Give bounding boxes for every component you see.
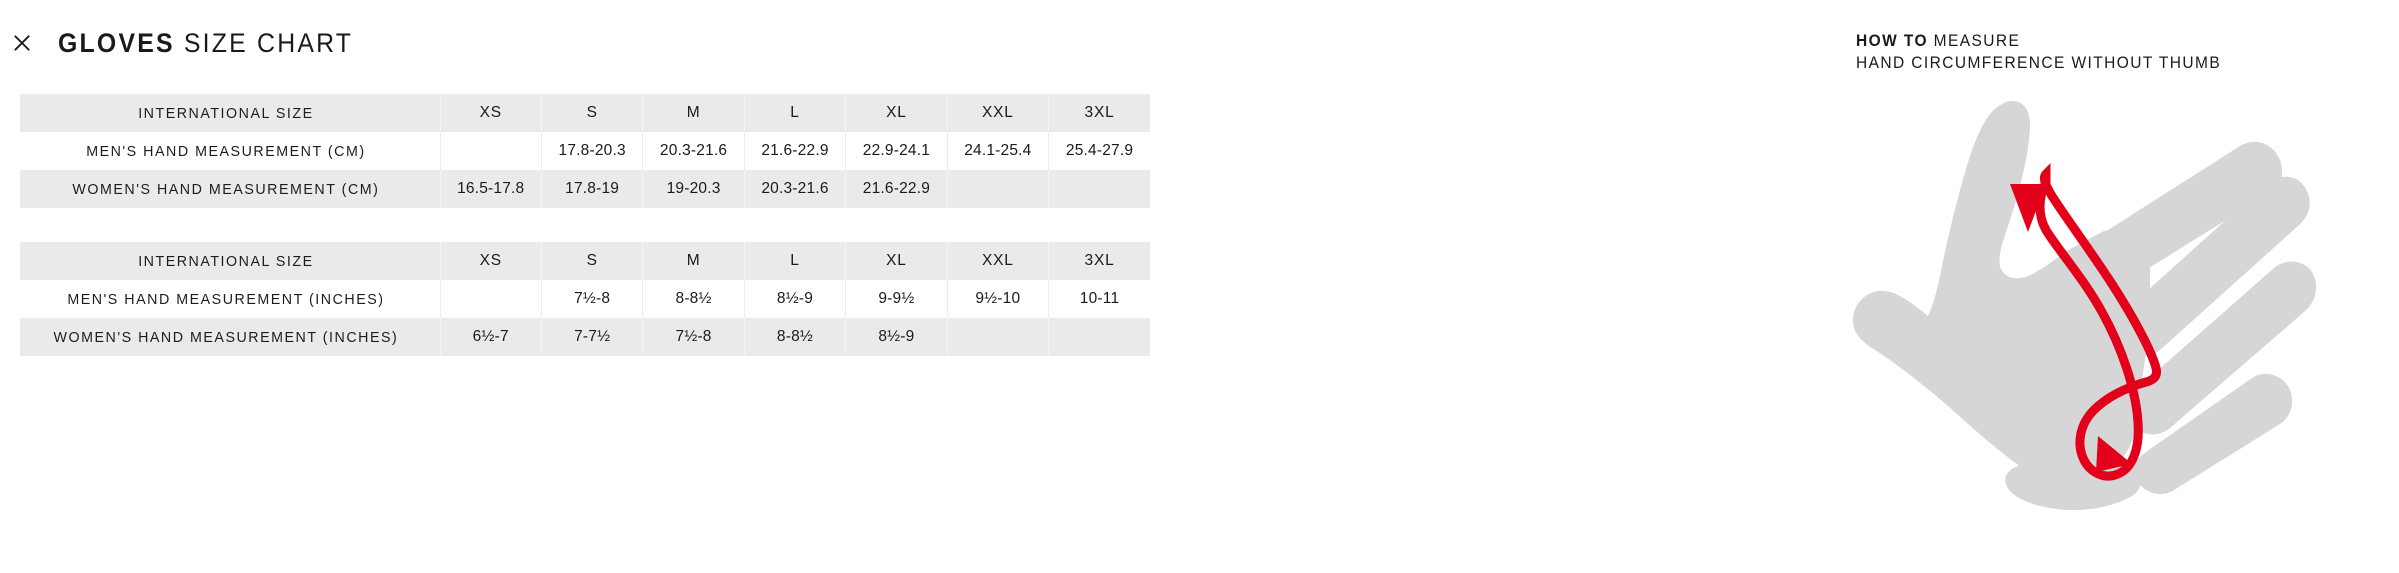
cell-womens-cm-xl: 21.6-22.9 xyxy=(845,170,948,208)
cell-mens-in-3xl: 10-11 xyxy=(1079,290,1120,307)
cell-mens-in-xxl: 9½-10 xyxy=(947,280,1050,318)
page-title-strong: GLOVES xyxy=(58,27,175,58)
cell-mens-cm-s: 17.8-20.3 xyxy=(541,132,644,170)
how-to-instruction: HAND CIRCUMFERENCE WITHOUT THUMB xyxy=(1856,54,2222,72)
how-to-measure-text: HOW TO MEASURE HAND CIRCUMFERENCE WITHOU… xyxy=(1856,30,2364,74)
table-header-row: INTERNATIONAL SIZE XS S M L XL XXL 3XL xyxy=(20,94,1150,132)
column-header-xs: XS xyxy=(440,94,542,132)
column-header-l-inches: L xyxy=(744,242,847,280)
column-header-s-inches: S xyxy=(541,242,644,280)
cell-mens-in-s: 7½-8 xyxy=(541,280,644,318)
size-tables: INTERNATIONAL SIZE XS S M L XL XXL 3XL M… xyxy=(20,94,1150,356)
cell-womens-in-xl: 8½-9 xyxy=(845,318,948,356)
measurement-arrow-loop xyxy=(2035,163,2161,481)
cell-womens-in-m: 7½-8 xyxy=(642,318,745,356)
arrowhead-bottom xyxy=(2096,436,2132,472)
table-row: WOMEN'S HAND MEASUREMENT (CM) 16.5-17.8 … xyxy=(20,170,1150,208)
row-label-mens-cm: MEN'S HAND MEASUREMENT (CM) xyxy=(20,132,420,170)
cell-womens-cm-xxl xyxy=(947,170,1050,208)
column-header-l: L xyxy=(744,94,847,132)
page-title: GLOVES SIZE CHART xyxy=(58,28,353,59)
arrowhead-top xyxy=(2010,184,2046,232)
close-icon[interactable] xyxy=(0,33,44,53)
cell-womens-in-s: 7-7½ xyxy=(541,318,644,356)
column-header-m-inches: M xyxy=(642,242,745,280)
column-header-xs-inches: XS xyxy=(440,242,542,280)
cell-mens-cm-xl: 22.9-24.1 xyxy=(845,132,948,170)
size-table-inches: INTERNATIONAL SIZE XS S M L XL XXL 3XL M… xyxy=(20,242,1150,356)
cell-mens-in-xl: 9-9½ xyxy=(845,280,948,318)
how-to-measure-panel: HOW TO MEASURE HAND CIRCUMFERENCE WITHOU… xyxy=(1840,0,2399,573)
how-to-label-strong: HOW TO xyxy=(1856,32,1928,50)
column-header-international-size-inches: INTERNATIONAL SIZE xyxy=(20,242,420,280)
cell-mens-cm-xxl: 24.1-25.4 xyxy=(947,132,1050,170)
cell-mens-cm-xs xyxy=(440,132,542,170)
cell-womens-cm-m: 19-20.3 xyxy=(642,170,745,208)
column-header-xxl-inches: XXL xyxy=(947,242,1050,280)
column-header-xl-inches: XL xyxy=(845,242,948,280)
page-title-light: SIZE CHART xyxy=(174,27,354,58)
cell-mens-cm-l: 21.6-22.9 xyxy=(744,132,847,170)
hand-measurement-illustration xyxy=(1850,80,2390,550)
cell-womens-in-xxl xyxy=(947,318,1050,356)
column-header-3xl: 3XL xyxy=(1084,104,1115,121)
table-row: WOMEN'S HAND MEASUREMENT (INCHES) 6½-7 7… xyxy=(20,318,1150,356)
column-header-international-size: INTERNATIONAL SIZE xyxy=(20,94,420,132)
cell-mens-cm-m: 20.3-21.6 xyxy=(642,132,745,170)
cell-womens-cm-s: 17.8-19 xyxy=(541,170,644,208)
cell-mens-in-m: 8-8½ xyxy=(642,280,745,318)
row-label-womens-cm: WOMEN'S HAND MEASUREMENT (CM) xyxy=(20,170,420,208)
cell-mens-in-l: 8½-9 xyxy=(744,280,847,318)
page-header: GLOVES SIZE CHART xyxy=(0,22,1160,64)
cell-womens-in-3xl xyxy=(1049,318,1150,356)
cell-womens-cm-3xl xyxy=(1049,170,1150,208)
hand-shape xyxy=(1852,100,2317,511)
how-to-label-light: MEASURE xyxy=(1927,32,2021,50)
cell-mens-cm-3xl: 25.4-27.9 xyxy=(1065,142,1134,159)
column-header-3xl-inches: 3XL xyxy=(1084,252,1115,269)
row-label-mens-inches: MEN'S HAND MEASUREMENT (INCHES) xyxy=(20,280,420,318)
row-label-womens-inches: WOMEN'S HAND MEASUREMENT (INCHES) xyxy=(20,318,420,356)
column-header-s: S xyxy=(541,94,644,132)
table-header-row: INTERNATIONAL SIZE XS S M L XL XXL 3XL xyxy=(20,242,1150,280)
column-header-m: M xyxy=(642,94,745,132)
cell-mens-in-xs xyxy=(440,280,542,318)
cell-womens-in-xs: 6½-7 xyxy=(440,318,542,356)
table-row: MEN'S HAND MEASUREMENT (CM) 17.8-20.3 20… xyxy=(20,132,1150,170)
column-header-xl: XL xyxy=(845,94,948,132)
cell-womens-cm-l: 20.3-21.6 xyxy=(744,170,847,208)
table-row: MEN'S HAND MEASUREMENT (INCHES) 7½-8 8-8… xyxy=(20,280,1150,318)
cell-womens-in-l: 8-8½ xyxy=(744,318,847,356)
cell-womens-cm-xs: 16.5-17.8 xyxy=(440,170,542,208)
size-table-cm: INTERNATIONAL SIZE XS S M L XL XXL 3XL M… xyxy=(20,94,1150,208)
column-header-xxl: XXL xyxy=(947,94,1050,132)
